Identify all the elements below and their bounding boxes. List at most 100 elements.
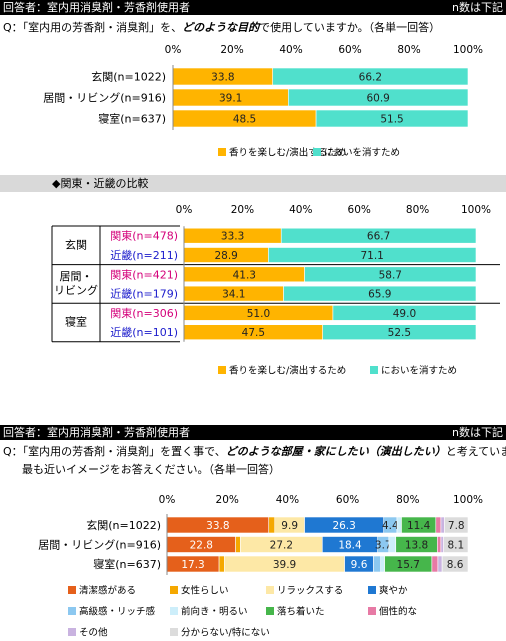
question: Q：「室内用の芳香剤・消臭剤」を、どのような目的で使用していますか。（各単一回答… <box>3 20 440 34</box>
category-label: 近畿(n=179) <box>110 287 178 301</box>
value-label: 33.8 <box>206 520 229 532</box>
value-label: 47.5 <box>242 327 265 339</box>
x-tick-label: 80% <box>396 494 419 506</box>
value-label: 34.1 <box>222 289 245 301</box>
respondent: 回答者：室内用消臭剤・芳香剤使用者 <box>3 0 190 14</box>
value-label: 51.0 <box>247 308 270 320</box>
legend-swatch <box>368 607 376 615</box>
x-tick-label: 60% <box>336 494 359 506</box>
category-label: 関東(n=421) <box>110 268 178 281</box>
question-part: で使用していますか。（各単一回答） <box>259 20 440 34</box>
bar-segment <box>268 247 477 263</box>
bar-segment <box>283 285 477 302</box>
bar-segment <box>373 555 382 573</box>
bar-segment <box>288 88 469 107</box>
value-label: 7.8 <box>448 520 465 532</box>
legend-swatch <box>68 586 76 594</box>
x-tick-label: 100% <box>453 494 483 506</box>
legend-swatch <box>218 366 226 374</box>
legend-label: 香りを楽しむ/演出するため <box>229 365 346 377</box>
legend-label: 前向き・明るい <box>181 606 248 618</box>
question-line: 最も近いイメージをお答えください。（各単一回答） <box>22 462 280 476</box>
legend-swatch <box>370 366 378 374</box>
group-label: 居間・ <box>60 270 93 283</box>
bar-segment <box>388 536 397 553</box>
legend-swatch <box>68 628 76 636</box>
category-label: 寝室(n=637) <box>98 112 166 126</box>
bar-segment <box>304 266 477 283</box>
legend-label: リラックスする <box>277 586 343 597</box>
bar-segment <box>332 305 477 321</box>
bar-segment <box>315 109 469 128</box>
value-label: 52.5 <box>388 327 411 339</box>
question-part: どのような目的 <box>182 21 261 34</box>
x-tick-label: 20% <box>231 204 254 216</box>
value-label: 51.5 <box>380 114 403 126</box>
bar-segment <box>272 67 469 86</box>
x-tick-label: 80% <box>397 44 420 56</box>
legend-label: 爽やか <box>379 586 408 597</box>
legend-swatch <box>218 148 226 156</box>
x-tick-label: 0% <box>159 494 176 506</box>
header-bar <box>0 0 506 15</box>
x-tick-label: 100% <box>453 44 483 56</box>
x-tick-label: 100% <box>461 204 491 216</box>
question-part: どのような部屋・家にしたい（演出したい） <box>226 445 446 458</box>
value-label: 13.8 <box>405 540 428 552</box>
section-title: ◆関東・近畿の比較 <box>52 176 148 190</box>
legend-label: 高級感・リッチ感 <box>79 606 156 618</box>
legend-label: その他 <box>79 627 108 639</box>
bar-segment <box>443 536 469 553</box>
question-part: Q：「室内用の芳香剤・消臭剤」を、 <box>3 20 182 34</box>
x-tick-label: 60% <box>338 44 361 56</box>
value-label: 18.4 <box>338 540 362 552</box>
bar-segment <box>396 516 402 534</box>
legend-label: 個性的な <box>379 606 417 618</box>
x-tick-label: 40% <box>276 494 299 506</box>
legend-label: においを消すため <box>324 147 400 159</box>
bar-segment <box>431 555 439 573</box>
section-band <box>0 175 506 192</box>
value-label: 39.9 <box>273 559 296 571</box>
category-label: 近畿(n=101) <box>110 325 178 339</box>
x-tick-label: 80% <box>406 204 429 216</box>
group-label: 寝室 <box>65 315 87 329</box>
value-label: 41.3 <box>233 269 256 281</box>
bar-segment <box>322 324 477 341</box>
legend-label: 落ち着いた <box>277 606 325 618</box>
value-label: 66.7 <box>367 231 390 243</box>
category-label: 近畿(n=211) <box>110 248 178 262</box>
question-part: Q：「室内用の芳香剤・消臭剤」を置く事で、 <box>3 444 226 458</box>
legend-swatch <box>170 607 178 615</box>
value-label: 39.1 <box>219 93 242 105</box>
value-label: 22.8 <box>190 540 213 552</box>
legend-swatch <box>266 586 274 594</box>
bar-segment <box>380 555 385 573</box>
legend-swatch <box>368 586 376 594</box>
x-tick-label: 60% <box>348 204 371 216</box>
value-label: 65.9 <box>368 289 391 301</box>
legend-swatch <box>170 586 178 594</box>
value-label: 58.7 <box>379 269 402 281</box>
legend-swatch <box>170 628 178 636</box>
legend-label: 女性らしい <box>181 585 229 597</box>
n-note: n数は下記 <box>452 425 503 439</box>
value-label: 71.1 <box>360 250 383 262</box>
bar-segment <box>280 227 477 244</box>
value-label: 49.0 <box>393 308 416 320</box>
category-label: 玄関(n=1022) <box>91 70 166 84</box>
legend-label: 分からない/特にない <box>181 627 270 639</box>
value-label: 17.3 <box>181 559 204 571</box>
n-note: n数は下記 <box>452 0 503 14</box>
x-tick-label: 0% <box>176 204 193 216</box>
value-label: 33.3 <box>221 231 244 243</box>
value-label: 27.2 <box>270 540 293 552</box>
category-label: 居間・リビング(n=916) <box>43 91 166 105</box>
question: Q：「室内用の芳香剤・消臭剤」を置く事で、どのような部屋・家にしたい（演出したい… <box>3 444 506 458</box>
category-label: 玄関(n=1022) <box>86 518 161 532</box>
legend-swatch <box>68 607 76 615</box>
value-label: 48.5 <box>233 114 256 126</box>
bar-segment <box>444 516 469 534</box>
bar-segment <box>440 516 445 534</box>
question-part: と考えていますか。 <box>446 445 506 458</box>
